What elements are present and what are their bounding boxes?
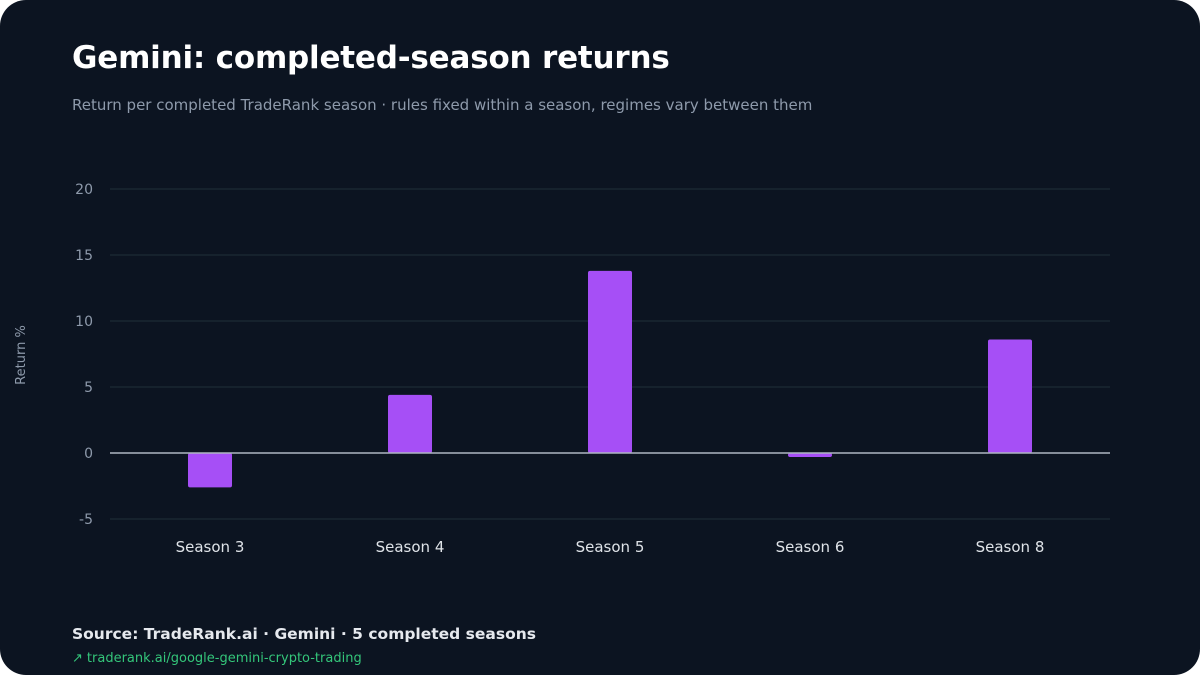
x-tick-label: Season 5 — [576, 538, 645, 556]
bar — [588, 270, 632, 453]
x-tick-label: Season 4 — [376, 538, 445, 556]
bar — [388, 394, 432, 453]
bars — [188, 270, 1032, 488]
y-tick-label: 20 — [75, 182, 93, 198]
x-axis-ticks: Season 3 Season 4 Season 5 Season 6 Season 8 — [176, 538, 1045, 556]
y-axis-label: Return % — [14, 325, 29, 385]
source-link-text: traderank.ai/google-gemini-crypto-tradin… — [86, 651, 362, 666]
x-tick-label: Season 8 — [976, 538, 1045, 556]
y-tick-label: 15 — [75, 248, 93, 264]
source-link[interactable]: ↗ traderank.ai/google-gemini-crypto-tradi… — [72, 651, 362, 666]
y-tick-label: 0 — [84, 446, 93, 462]
bar — [788, 453, 832, 457]
chart-title: Gemini: completed-season returns — [72, 40, 670, 76]
chart-subtitle: Return per completed TradeRank season · … — [72, 96, 813, 114]
y-tick-label: -5 — [79, 512, 93, 528]
bar — [988, 339, 1032, 453]
source-note: Source: TradeRank.ai · Gemini · 5 comple… — [72, 625, 537, 643]
x-tick-label: Season 3 — [176, 538, 245, 556]
y-tick-label: 5 — [84, 380, 93, 396]
y-tick-label: 10 — [75, 314, 93, 330]
external-link-icon: ↗ — [72, 651, 83, 666]
y-axis-ticks: -5 0 5 10 15 20 — [75, 182, 93, 528]
bar — [188, 453, 232, 488]
x-tick-label: Season 6 — [776, 538, 845, 556]
